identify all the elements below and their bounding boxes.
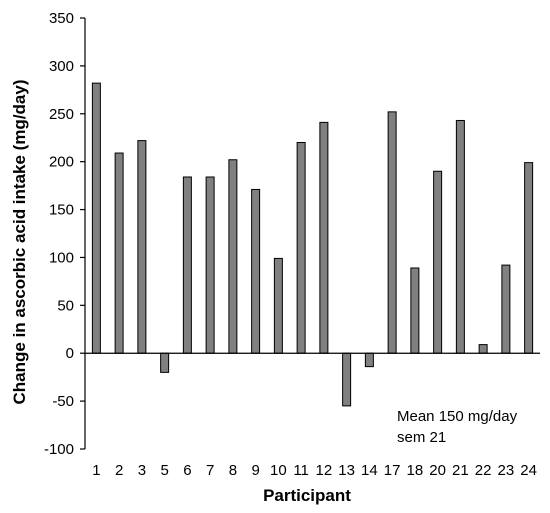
y-tick-label: -100 <box>44 441 74 458</box>
x-tick-label: 7 <box>206 462 214 479</box>
bar-participant-2 <box>114 152 124 354</box>
y-tick-label: 350 <box>49 10 74 27</box>
y-tick-label: -50 <box>52 393 74 410</box>
x-tick-label: 3 <box>138 462 146 479</box>
bar-participant-8 <box>228 159 238 354</box>
bar-participant-11 <box>296 142 306 354</box>
y-tick-label: 300 <box>49 58 74 75</box>
x-tick-label: 22 <box>475 462 492 479</box>
bar-participant-17 <box>387 111 397 354</box>
x-tick-label: 10 <box>270 462 287 479</box>
y-tick-label: 250 <box>49 106 74 123</box>
bars <box>91 82 534 407</box>
bar-participant-22 <box>478 344 488 354</box>
bar-participant-5 <box>160 352 170 373</box>
bar-participant-13 <box>342 352 352 407</box>
x-tick-label: 9 <box>251 462 259 479</box>
x-tick-label: 12 <box>316 462 333 479</box>
bar-participant-9 <box>251 188 261 354</box>
y-tick-label: 200 <box>49 154 74 171</box>
x-tick-label: 18 <box>407 462 424 479</box>
x-tick-label: 5 <box>160 462 168 479</box>
sem-annotation: sem 21 <box>397 429 446 446</box>
bar-participant-6 <box>182 176 192 354</box>
x-tick-label: 11 <box>293 462 309 479</box>
y-tick-label: 0 <box>66 345 74 362</box>
x-tick-label: 17 <box>384 462 401 479</box>
bar-participant-12 <box>319 121 329 354</box>
x-axis-title: Participant <box>263 486 351 505</box>
x-tick-label: 8 <box>229 462 237 479</box>
bar-participant-18 <box>410 267 420 354</box>
bar-participant-14 <box>364 352 374 368</box>
x-tick-label: 2 <box>115 462 123 479</box>
bar-participant-7 <box>205 176 215 354</box>
bar-participant-10 <box>273 257 283 354</box>
x-tick-label: 23 <box>498 462 515 479</box>
x-tick-label: 21 <box>452 462 469 479</box>
y-tick-label: 50 <box>57 297 74 314</box>
bar-participant-3 <box>137 140 147 354</box>
mean-annotation: Mean 150 mg/day <box>397 408 518 425</box>
x-tick-label: 24 <box>520 462 537 479</box>
bar-participant-20 <box>433 170 443 354</box>
y-tick-label: 100 <box>49 249 74 266</box>
x-tick-label: 13 <box>338 462 355 479</box>
x-tick-label: 14 <box>361 462 378 479</box>
x-tick-label: 20 <box>429 462 446 479</box>
bar-participant-23 <box>501 264 511 354</box>
y-tick-label: 150 <box>49 202 74 219</box>
x-tick-label: 1 <box>92 462 100 479</box>
bar-participant-21 <box>455 119 465 354</box>
x-tick-label: 6 <box>183 462 191 479</box>
bar-participant-24 <box>524 162 534 354</box>
bar-participant-1 <box>91 82 101 354</box>
y-ticks: -100 -50 0 50 100 150 200 250 300 350 <box>44 10 85 458</box>
y-axis-title: Change in ascorbic acid intake (mg/day) <box>10 80 29 405</box>
x-tick-labels: 1 2 3 5 6 7 8 9 10 11 12 13 14 17 18 20 21 22 23 24 <box>92 462 537 479</box>
